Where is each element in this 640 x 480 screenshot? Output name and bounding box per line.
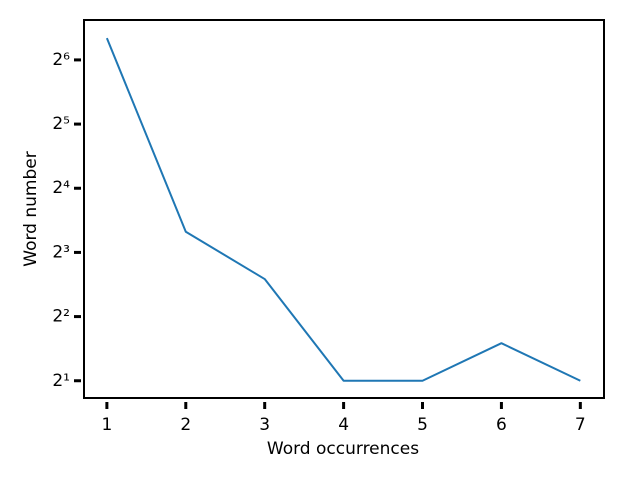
y-axis-label: Word number [21,151,41,266]
y-tick-label: 2¹ [52,371,70,391]
x-tick-label: 3 [259,415,270,435]
x-tick-label: 5 [417,415,428,435]
y-tick-label: 2⁵ [52,114,70,134]
y-tick-label: 2⁶ [52,50,70,70]
y-tick-label: 2⁴ [52,178,70,198]
y-tick-label: 2² [52,307,70,327]
x-tick-label: 2 [180,415,191,435]
data-line [105,37,581,382]
plot-frame [83,19,605,399]
x-axis-label: Word occurrences [267,439,419,459]
x-tick-label: 4 [338,415,349,435]
x-tick-label: 1 [101,415,112,435]
x-tick-label: 6 [496,415,507,435]
x-tick-label: 7 [575,415,586,435]
y-tick-label: 2³ [52,242,70,262]
